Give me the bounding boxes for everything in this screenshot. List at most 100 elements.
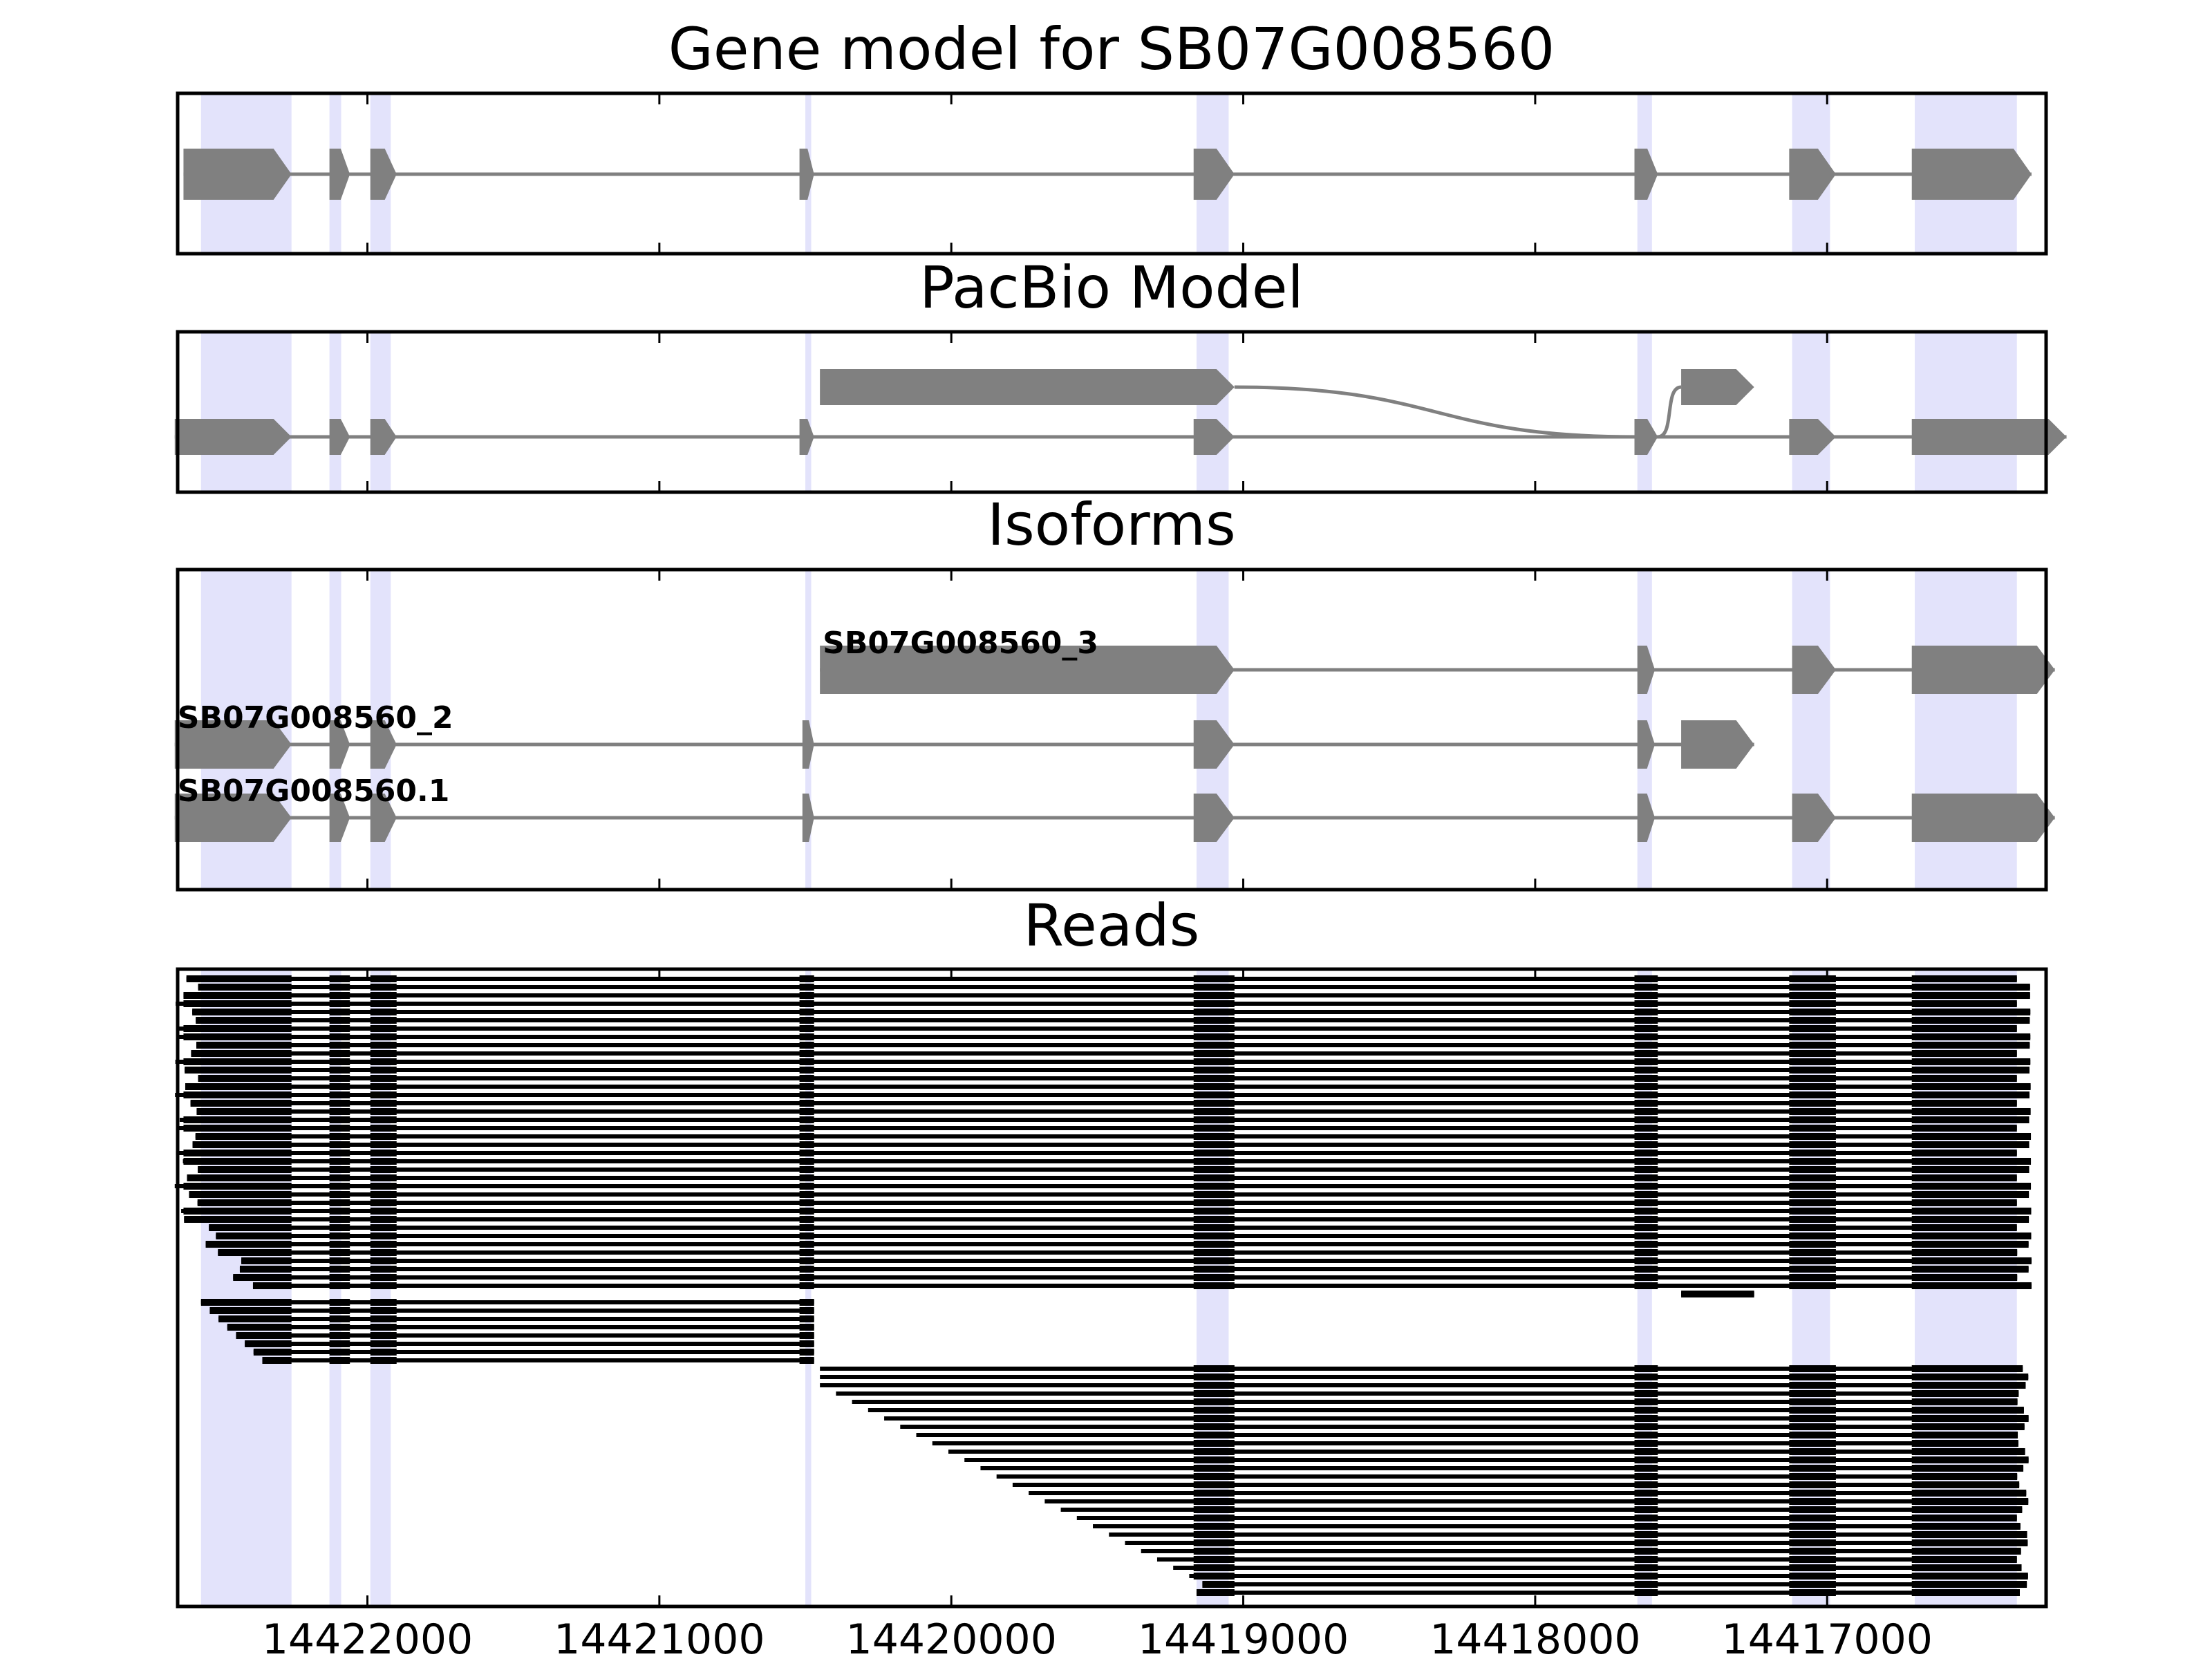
read-block [1634,1058,1658,1065]
read-block [329,1125,350,1132]
read-line [182,1159,2032,1163]
read-block [1911,1282,2032,1289]
read-block [1634,1407,1658,1414]
read-block [1789,1415,1836,1422]
read-line [252,1284,2032,1288]
read-block [1911,1456,2029,1463]
read-block [1634,984,1658,991]
isoforms-panel-frame [176,568,2048,892]
isoform-tracks: SB07G008560_3 SB07G008560_2 SB07G008560.1 [174,626,2055,842]
read-block [1634,1266,1658,1273]
read-block [1634,1539,1658,1546]
read-block [1911,1224,2017,1231]
read-block [1196,1589,1235,1596]
read-block [370,975,397,982]
read-block [329,1042,350,1049]
read-block [1634,1456,1658,1463]
read-block [370,1075,397,1082]
exon-block [820,646,1235,694]
read-block [1789,1241,1836,1248]
read-block [1634,1241,1658,1248]
read-block [1634,1423,1658,1430]
exon-block [1637,794,1656,842]
read-line [1202,1582,2027,1586]
read-line [181,1209,2032,1213]
read-line [1093,1524,2021,1528]
read-block [183,992,292,999]
read-line [191,1051,2017,1056]
read-block [1789,1282,1836,1289]
axis-ticks [366,969,1828,1606]
read-block [370,1349,397,1356]
read-block [370,1191,397,1198]
read-block [1193,1473,1235,1480]
read-block [1634,1498,1658,1505]
read-block [1193,1539,1235,1546]
read-block [186,975,292,982]
exon-block [1911,646,2055,694]
read-block [1911,1208,2032,1215]
highlight-bands [200,332,2017,492]
read-block [185,1083,292,1090]
read-line [189,1192,2030,1197]
read-block [1634,1581,1658,1588]
read-block [799,1357,814,1364]
exon-block [174,720,292,769]
read-block [370,1208,397,1215]
read-block [370,1133,397,1140]
read-block [1193,1183,1235,1190]
read-block [329,1274,350,1281]
read-block [329,1100,350,1107]
read-block [1193,1208,1235,1215]
x-tick-label: 14420000 [846,1615,1057,1659]
read-block [1634,1448,1658,1455]
read-block [1911,1166,2030,1173]
read-block [799,1141,814,1148]
read-line [239,1267,2029,1271]
read-block [1789,1091,1836,1098]
read-block [1634,1009,1658,1015]
read-block [1193,1407,1235,1414]
read-block [183,1091,292,1098]
read-block [1193,1374,1235,1380]
read-block [370,1000,397,1007]
read-line [178,1126,2017,1130]
read-block [799,1174,814,1181]
read-line [196,1018,2030,1022]
read-line [185,1068,2030,1072]
read-line [209,1309,814,1313]
read-block [1634,1174,1658,1181]
axis-ticks [366,93,1828,254]
read-block [1193,1125,1235,1132]
read-block [1911,1498,2029,1505]
read-block [329,1349,350,1356]
read-block [1681,1291,1754,1297]
read-line [852,1400,2018,1404]
read-block [1789,1108,1836,1115]
read-block [370,1091,397,1098]
read-block [329,1058,350,1065]
read-block [1634,1100,1658,1107]
read-line [175,1060,2031,1064]
read-block [1789,1050,1836,1057]
read-line [198,985,2030,989]
read-block [329,1299,350,1306]
exon-block [1637,720,1656,769]
read-block [1193,1083,1235,1090]
read-block [1193,1216,1235,1223]
read-block [253,1349,292,1356]
read-block [183,1158,292,1165]
read-block [1193,1249,1235,1256]
read-block [236,1332,292,1339]
read-block [1911,1382,2026,1389]
read-block [329,1133,350,1140]
read-block [799,1133,814,1140]
read-block [329,1150,350,1156]
read-block [329,1158,350,1165]
read-block [329,1340,350,1347]
read-block [192,1141,292,1148]
read-line [196,1043,2030,1047]
read-block [329,1324,350,1331]
read-block [1193,1100,1235,1107]
read-block [1634,1083,1658,1090]
